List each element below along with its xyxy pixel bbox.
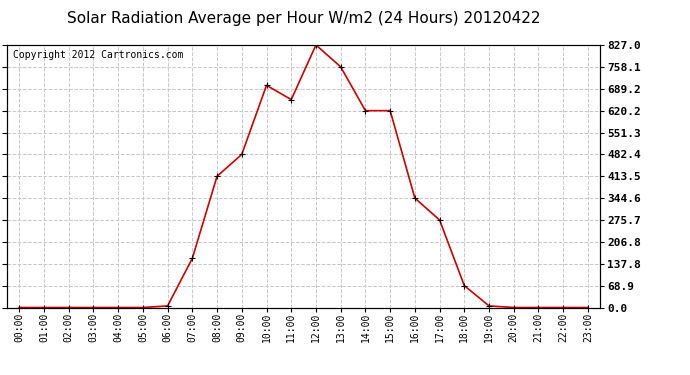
Text: Solar Radiation Average per Hour W/m2 (24 Hours) 20120422: Solar Radiation Average per Hour W/m2 (2… — [67, 11, 540, 26]
Text: Copyright 2012 Cartronics.com: Copyright 2012 Cartronics.com — [13, 50, 184, 60]
